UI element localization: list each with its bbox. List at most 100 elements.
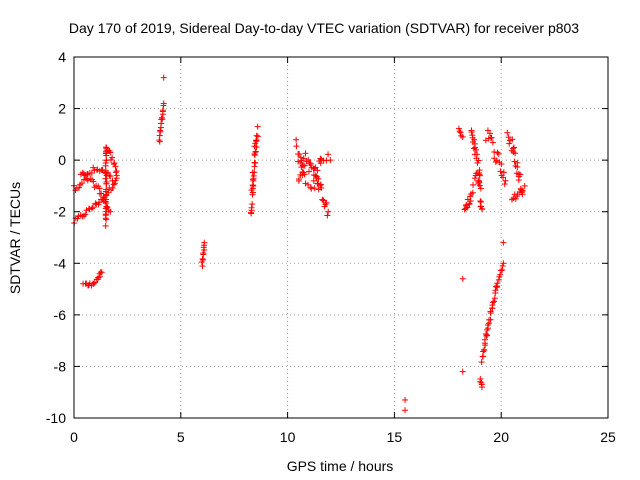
data-point: [91, 167, 98, 174]
data-point: [296, 151, 303, 158]
y-tick-label: -2: [54, 204, 67, 220]
x-axis-label: GPS time / hours: [287, 458, 394, 474]
data-point: [250, 182, 257, 189]
grid-lines: [74, 57, 608, 418]
data-point: [463, 201, 470, 208]
data-point: [471, 175, 478, 182]
data-point: [76, 184, 83, 191]
data-point: [512, 195, 519, 202]
data-point: [252, 149, 259, 156]
data-point: [293, 136, 300, 143]
y-tick-labels: -10 -8 -6 -4 -2 0 2 4: [46, 49, 66, 426]
data-point: [500, 169, 507, 176]
data-point: [102, 211, 109, 218]
data-point: [497, 168, 504, 175]
data-point: [91, 279, 98, 286]
data-point: [464, 204, 471, 211]
data-point: [88, 205, 95, 212]
data-point: [514, 164, 521, 171]
data-point: [112, 163, 119, 170]
data-point: [478, 206, 485, 213]
x-tick-label: 25: [600, 429, 616, 445]
data-point: [479, 353, 486, 360]
data-point: [484, 332, 491, 339]
axis-ticks: [73, 56, 609, 419]
data-point: [490, 299, 497, 306]
data-point: [491, 155, 498, 162]
data-point: [96, 185, 103, 192]
data-point: [325, 151, 332, 158]
data-point: [476, 179, 483, 186]
data-point: [517, 171, 524, 178]
data-point: [200, 250, 207, 257]
data-point: [89, 204, 96, 211]
data-point: [109, 154, 116, 161]
data-point: [98, 190, 105, 197]
data-point: [91, 184, 98, 191]
data-point: [301, 162, 308, 169]
data-point: [102, 222, 109, 229]
data-point: [311, 185, 318, 192]
data-point: [482, 331, 489, 338]
data-point: [254, 123, 261, 130]
data-point: [506, 140, 513, 147]
data-point: [476, 167, 483, 174]
data-point: [499, 262, 506, 269]
data-point: [459, 275, 466, 282]
data-point: [318, 184, 325, 191]
data-point: [324, 212, 331, 219]
x-tick-label: 5: [177, 429, 185, 445]
data-point: [497, 271, 504, 278]
data-point: [519, 187, 526, 194]
data-point: [157, 127, 164, 134]
data-point: [495, 276, 502, 283]
data-point: [109, 185, 116, 192]
data-point: [500, 174, 507, 181]
data-point: [157, 124, 164, 131]
data-point: [471, 136, 478, 143]
data-point: [319, 196, 326, 203]
data-point: [253, 144, 260, 151]
data-point: [92, 200, 99, 207]
data-point: [160, 74, 167, 81]
data-point: [249, 201, 256, 208]
data-point: [249, 176, 256, 183]
data-point: [253, 132, 260, 139]
data-point: [90, 280, 97, 287]
data-point: [494, 280, 501, 287]
y-axis-label: SDTVAR / TECUs: [7, 182, 23, 294]
x-tick-label: 10: [280, 429, 296, 445]
data-point: [504, 129, 511, 136]
data-point: [521, 182, 528, 189]
x-tick-labels: 0 5 10 15 20 25: [70, 429, 616, 445]
data-point: [159, 108, 166, 115]
data-point: [489, 139, 496, 146]
data-point: [98, 269, 105, 276]
data-point: [509, 136, 516, 143]
data-point: [473, 146, 480, 153]
data-point: [199, 263, 206, 270]
data-point: [252, 159, 259, 166]
data-point: [477, 185, 484, 192]
data-point: [295, 176, 302, 183]
data-point: [323, 199, 330, 206]
data-points: [70, 74, 528, 414]
data-point: [467, 197, 474, 204]
data-point: [466, 200, 473, 207]
data-point: [489, 302, 496, 309]
data-point: [81, 176, 88, 183]
y-tick-label: -6: [54, 307, 67, 323]
data-point: [478, 359, 485, 366]
data-point: [295, 158, 302, 165]
data-point: [510, 144, 517, 151]
data-point: [199, 255, 206, 262]
data-point: [487, 308, 494, 315]
data-point: [495, 150, 502, 157]
data-point: [307, 161, 314, 168]
data-point: [201, 239, 208, 246]
data-point: [302, 150, 309, 157]
x-tick-label: 15: [387, 429, 403, 445]
data-point: [468, 127, 475, 134]
data-point: [254, 133, 261, 140]
data-point: [325, 208, 332, 215]
